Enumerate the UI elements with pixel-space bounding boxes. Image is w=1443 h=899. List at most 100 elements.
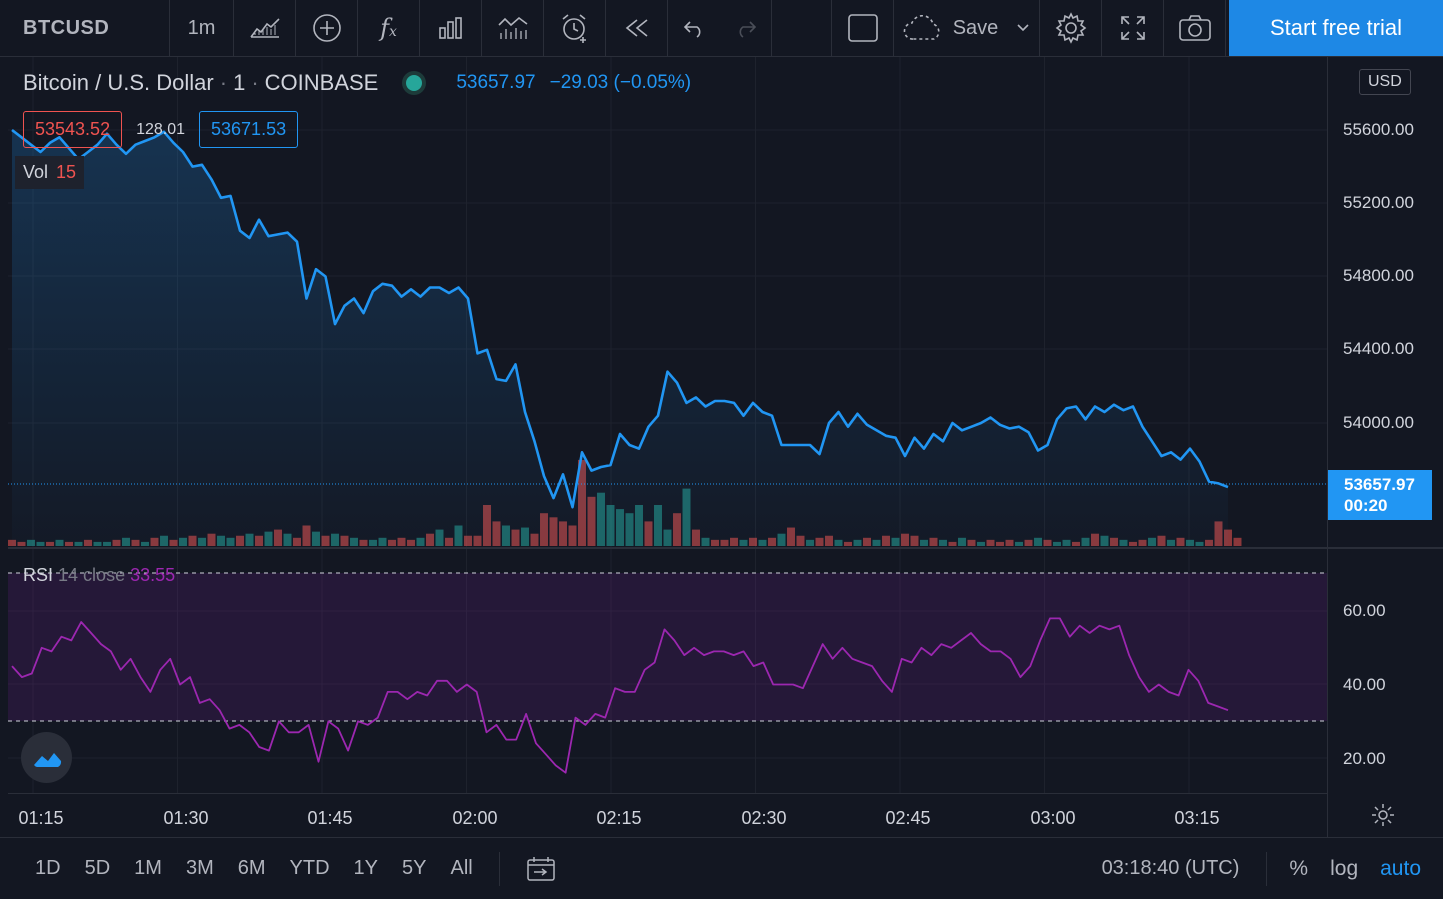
replay-button[interactable] [606,0,668,56]
time-label: 03:15 [1174,808,1220,828]
log-scale-button[interactable]: log [1330,856,1359,880]
templates-button[interactable] [420,0,482,56]
line-bars-icon [497,16,527,39]
volume-label: Vol [23,162,49,182]
time-label: 01:30 [163,808,209,828]
range-1y-button[interactable]: 1Y [353,857,379,879]
auto-scale-button[interactable]: auto [1380,856,1421,880]
chevron-down-icon [1017,24,1029,32]
range-5y-button[interactable]: 5Y [402,857,427,879]
sell-price-button[interactable]: 53543.52 [23,111,123,148]
legend-last-price: 53657.97 [456,72,536,93]
range-all-button[interactable]: All [450,857,473,879]
time-label: 01:15 [18,808,64,828]
current-price-badge: 53657.97 00:20 [1328,470,1432,520]
bottom-toolbar: 1D 5D 1M 3M 6M YTD 1Y 5Y All 03:18:40 (U… [0,837,1443,899]
square-icon [847,14,878,42]
range-3m-button[interactable]: 3M [185,857,214,879]
gear-icon [1372,804,1394,826]
rsi-legend[interactable]: RSI 14 close 33.55 [15,563,183,588]
time-label: 02:00 [452,808,498,828]
time-axis[interactable]: 01:15 01:30 01:45 02:00 02:15 02:30 02:4… [8,793,1327,837]
function-icon: fx [380,14,397,42]
save-label: Save [952,16,999,39]
start-free-trial-button[interactable]: Start free trial [1229,0,1443,56]
settings-button[interactable] [1040,0,1102,56]
legend-separator-2: · [251,70,259,95]
market-status-dot[interactable] [406,75,423,91]
redo-icon [739,21,756,38]
price-line [11,128,1229,509]
gear-icon [1055,12,1086,44]
top-toolbar: BTCUSD 1m fx Save Start free tr [0,0,1443,57]
compare-button[interactable] [296,0,358,56]
symbol-title: Bitcoin / U.S. Dollar [23,70,214,95]
redo-button[interactable] [720,0,772,56]
rsi-axis-label: 60.00 [1343,601,1386,620]
range-1m-button[interactable]: 1M [134,857,162,879]
legend-interval: 1 [233,70,246,95]
price-chart[interactable] [8,57,1327,793]
legend-exchange: COINBASE [264,70,379,95]
rsi-label: RSI [23,565,54,585]
price-label: 54400.00 [1343,339,1414,358]
time-label: 02:30 [741,808,787,828]
cloud-icon [903,15,940,40]
fullscreen-button[interactable] [1102,0,1164,56]
divider [498,851,500,886]
bar-countdown: 00:20 [1344,496,1388,515]
interval-button[interactable]: 1m [170,0,234,56]
range-1d-button[interactable]: 1D [35,857,61,879]
price-axis[interactable]: USD 55600.00 55200.00 54800.00 54400.00 … [1327,57,1443,837]
toolbar-spacer [772,0,832,56]
pane-separator[interactable] [8,547,1443,549]
rsi-axis-label: 40.00 [1343,675,1386,694]
time-label: 02:15 [596,808,642,828]
utc-clock[interactable]: 03:18:40 (UTC) [1101,857,1240,879]
symbol-search-button[interactable]: BTCUSD [0,0,170,56]
time-label: 02:45 [885,808,931,828]
axis-settings-button[interactable] [1371,803,1395,832]
price-label: 54800.00 [1343,266,1414,285]
legend-change: −29.03 (−0.05%) [549,72,692,93]
save-button[interactable]: Save [894,0,1040,56]
goto-date-button[interactable] [526,856,556,882]
range-6m-button[interactable]: 6M [237,857,266,879]
calendar-icon [526,856,555,881]
fullscreen-icon [1120,16,1145,40]
volume-legend[interactable]: Vol 15 [15,156,85,189]
bid-ask-boxes: 53543.52 128.01 53671.53 [23,111,299,148]
legend-separator: · [219,70,228,95]
range-ytd-button[interactable]: YTD [289,857,330,879]
percent-scale-button[interactable]: % [1289,856,1309,880]
price-label: 55200.00 [1343,193,1414,212]
time-label: 03:00 [1030,808,1076,828]
indicators-button[interactable]: fx [358,0,420,56]
volume-bar [1233,537,1242,546]
rsi-line [11,617,1229,774]
currency-button[interactable]: USD [1359,69,1411,95]
area-chart-icon [249,18,280,38]
buy-price-button[interactable]: 53671.53 [199,111,299,148]
rewind-icon [625,19,647,37]
range-5d-button[interactable]: 5D [84,857,111,879]
alert-button[interactable] [544,0,606,56]
rsi-params: 14 close [58,565,126,585]
snapshot-button[interactable] [1164,0,1226,56]
bar-chart-icon [438,17,462,39]
tradingview-logo[interactable] [21,732,72,783]
undo-button[interactable] [668,0,720,56]
plus-circle-icon [312,14,341,42]
layout-button[interactable] [832,0,894,56]
rsi-value: 33.55 [130,565,176,585]
financials-button[interactable] [482,0,544,56]
undo-icon [683,21,701,38]
current-price-value: 53657.97 [1344,475,1415,494]
rsi-axis-label: 20.00 [1343,749,1386,768]
symbol-legend: Bitcoin / U.S. Dollar · 1 · COINBASE 536… [23,70,691,96]
chart-type-button[interactable] [234,0,296,56]
cloud-logo-icon [33,752,61,767]
divider [1266,851,1268,886]
price-area-fill [12,130,1228,546]
time-label: 01:45 [307,808,353,828]
